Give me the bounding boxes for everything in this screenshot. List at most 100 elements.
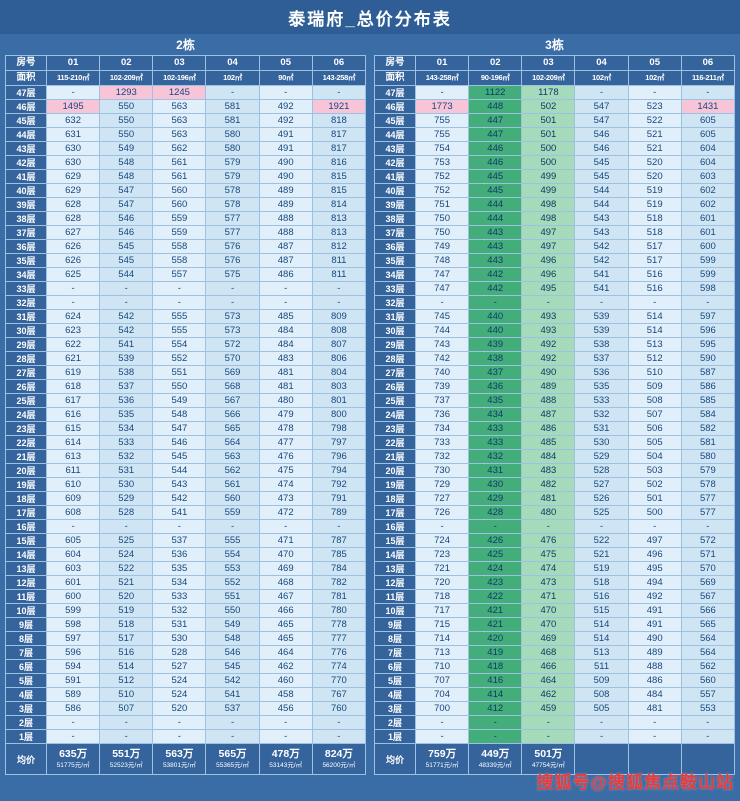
- price-cell: 474: [521, 561, 576, 576]
- price-cell: 541: [205, 687, 260, 702]
- avg-price: 551万: [112, 748, 141, 760]
- price-cell: 555: [152, 323, 207, 338]
- price-cell: 542: [574, 239, 629, 254]
- floor-label: 18层: [374, 491, 416, 506]
- table-row: 20层 611 531 544 562 475 794: [5, 463, 367, 478]
- price-cell: 553: [680, 701, 736, 716]
- price-cell: 541: [574, 267, 629, 282]
- table-row: 19层 729 430 482 527 502 578: [374, 477, 736, 492]
- area-value: 90㎡: [258, 70, 313, 86]
- price-cell: 570: [680, 561, 736, 576]
- price-cell: 488: [627, 659, 682, 674]
- floor-label: 18层: [5, 491, 47, 506]
- price-cell: 729: [414, 477, 470, 492]
- price-cell: 569: [205, 365, 260, 380]
- price-cell: 1773: [414, 99, 470, 114]
- price-cell: 518: [99, 617, 154, 632]
- price-cell: 785: [311, 547, 367, 562]
- price-cell: 496: [521, 253, 576, 268]
- price-cell: 704: [414, 687, 470, 702]
- table-row: 13层 603 522 535 553 469 784: [5, 561, 367, 576]
- price-cell: 505: [574, 701, 629, 716]
- price-cell: 472: [258, 505, 313, 520]
- price-cell: 516: [574, 589, 629, 604]
- price-cell: 525: [99, 533, 154, 548]
- price-cell: 532: [152, 603, 207, 618]
- price-cell: 573: [205, 309, 260, 324]
- price-cell: 631: [45, 127, 101, 142]
- table-row: 10层 717 421 470 515 491 566: [374, 603, 736, 618]
- price-cell: 418: [468, 659, 523, 674]
- price-cell: 466: [521, 659, 576, 674]
- price-cell: 552: [152, 351, 207, 366]
- price-cell: 446: [468, 155, 523, 170]
- price-cell: 491: [627, 603, 682, 618]
- price-cell: 739: [414, 379, 470, 394]
- floor-label: 17层: [374, 505, 416, 520]
- price-cell: 419: [468, 645, 523, 660]
- price-cell: 531: [99, 463, 154, 478]
- price-cell: -: [414, 85, 470, 100]
- price-cell: 490: [258, 155, 313, 170]
- floor-label: 6层: [5, 659, 47, 674]
- price-cell: 467: [258, 589, 313, 604]
- floor-label: 43层: [374, 141, 416, 156]
- area-value: 102㎡: [205, 70, 260, 86]
- price-cell: 751: [414, 197, 470, 212]
- price-cell: 581: [680, 435, 736, 450]
- floor-label: 10层: [374, 603, 416, 618]
- avg-cell: [680, 743, 736, 775]
- table-row: 29层 743 439 492 538 513 595: [374, 337, 736, 352]
- price-cell: 513: [627, 337, 682, 352]
- price-cell: 447: [468, 113, 523, 128]
- price-cell: -: [574, 295, 629, 310]
- price-cell: 809: [311, 309, 367, 324]
- header-row: 房号 01 02 03 04 05 06: [5, 55, 367, 71]
- price-cell: 532: [574, 407, 629, 422]
- table-row: 25层 737 435 488 533 508 585: [374, 393, 736, 408]
- room-number: 04: [205, 55, 260, 71]
- floor-label: 30层: [374, 323, 416, 338]
- floor-label: 1层: [374, 729, 416, 744]
- price-cell: 562: [152, 141, 207, 156]
- price-cell: 815: [311, 169, 367, 184]
- price-cell: 1495: [45, 99, 101, 114]
- price-cell: 544: [574, 183, 629, 198]
- floor-label: 14层: [5, 547, 47, 562]
- price-cell: 496: [627, 547, 682, 562]
- price-cell: 502: [627, 477, 682, 492]
- price-cell: 745: [414, 309, 470, 324]
- table-row: 47层 -1122 1178- - -: [374, 85, 736, 100]
- table-row: 8层 714 420 469 514 490 564: [374, 631, 736, 646]
- price-cell: 582: [680, 421, 736, 436]
- table-row: 6层 710 418 466 511 488 562: [374, 659, 736, 674]
- price-cell: 818: [311, 113, 367, 128]
- price-cell: 543: [152, 477, 207, 492]
- price-cell: 412: [468, 701, 523, 716]
- price-cell: 486: [521, 421, 576, 436]
- table-row: 32层 - - - - - -: [5, 295, 367, 310]
- price-cell: 581: [205, 99, 260, 114]
- floor-label: 25层: [5, 393, 47, 408]
- price-cell: 487: [258, 239, 313, 254]
- floor-label: 47层: [5, 85, 47, 100]
- price-cell: 420: [468, 631, 523, 646]
- price-cell: 628: [45, 211, 101, 226]
- price-cell: -: [414, 715, 470, 730]
- avg-unit-price: 53801元/㎡: [162, 762, 196, 769]
- price-cell: 596: [680, 323, 736, 338]
- area-value: 102-196㎡: [152, 70, 207, 86]
- price-cell: 515: [574, 603, 629, 618]
- price-cell: -: [468, 295, 523, 310]
- price-cell: 537: [152, 533, 207, 548]
- floor-label: 42层: [374, 155, 416, 170]
- avg-price: 501万: [534, 748, 563, 760]
- price-cell: 442: [468, 281, 523, 296]
- table-row: 28层 621 539 552 570 483 806: [5, 351, 367, 366]
- price-cell: 630: [45, 155, 101, 170]
- price-cell: 462: [521, 687, 576, 702]
- price-cell: 429: [468, 491, 523, 506]
- price-cell: 524: [152, 687, 207, 702]
- price-cell: -: [152, 715, 207, 730]
- table-row: 4层 704 414 462 508 484 557: [374, 687, 736, 702]
